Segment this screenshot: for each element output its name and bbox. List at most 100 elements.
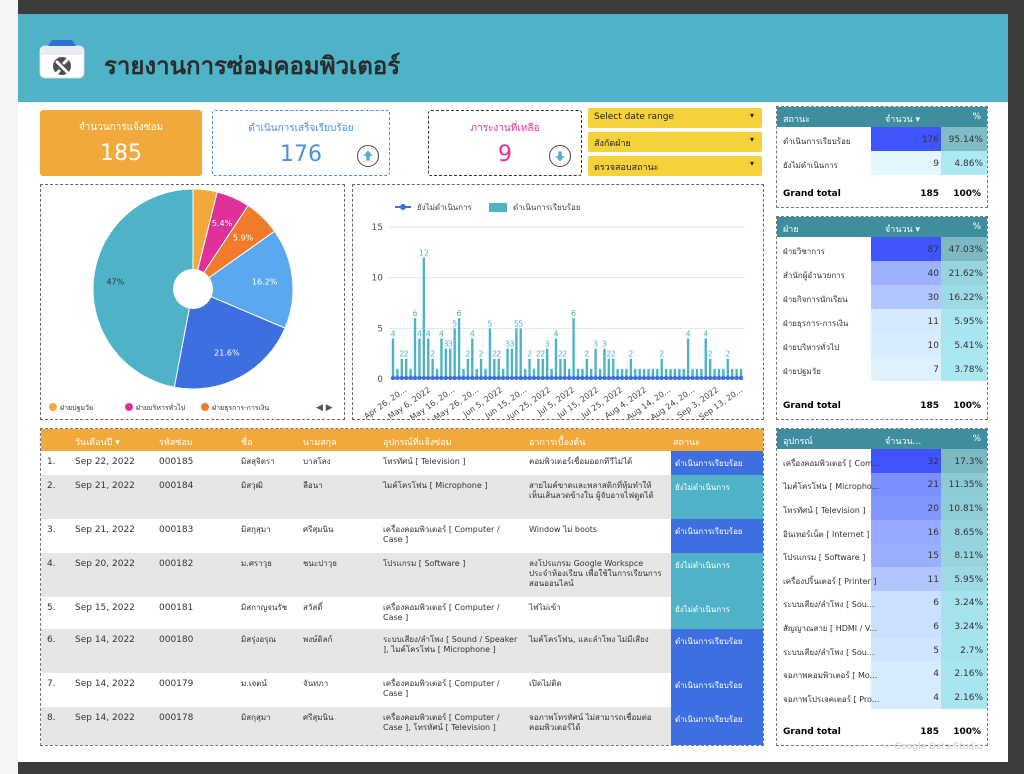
sort-header[interactable]: จำนวน ▾ [885, 115, 921, 125]
table-row[interactable]: 1. Sep 22, 2022 000185 มิสสุจิตรา บาลโสง โทรท… [41, 451, 763, 475]
pie-chart[interactable]: 5.4%5.9% 16.2% 21.6% 47% ฝ่ายปฐมวัย ฝ่ายบริหา… [41, 185, 344, 419]
data-bar[interactable] [669, 368, 672, 379]
data-bar[interactable] [625, 368, 628, 379]
data-bar[interactable] [545, 348, 549, 379]
table-row[interactable]: อินเทอร์เน็ต [ Internet ] 16 8.65% [777, 519, 987, 544]
table-row[interactable]: โทรทัศน์ [ Television ] 20 10.81% [777, 496, 987, 520]
table-row[interactable]: ระบบเสียง/ลำโพง [ Sou... 5 2.7% [777, 637, 987, 662]
data-bar[interactable] [642, 368, 646, 379]
table-row[interactable]: ฝ่ายธุรการ-การเงิน 11 5.95% [777, 309, 987, 333]
table-row[interactable]: โปรแกรม [ Software ] 15 8.11% [777, 543, 987, 567]
data-bar[interactable] [722, 368, 725, 379]
data-bar[interactable] [660, 358, 663, 379]
data-bar[interactable] [704, 338, 707, 379]
data-bar[interactable] [576, 368, 580, 379]
data-bar[interactable] [466, 358, 470, 379]
table-row[interactable]: เครื่องคอมพิวเตอร์ [ Com... 32 17.3% [777, 449, 987, 473]
legend-pager-icon[interactable]: ◀ ▶ [316, 403, 333, 413]
data-bar[interactable] [506, 348, 509, 379]
data-bar[interactable] [629, 358, 633, 379]
data-bar[interactable] [488, 328, 492, 379]
data-bar[interactable] [585, 358, 589, 379]
data-bar[interactable] [651, 368, 655, 379]
data-bar[interactable] [484, 368, 487, 379]
data-bar[interactable] [510, 348, 514, 379]
data-bar[interactable] [541, 358, 544, 379]
data-bar[interactable] [590, 368, 593, 379]
table-row[interactable]: 8. Sep 14, 2022 000178 มิสกุสุมา ศรีสุมนิน เค… [41, 707, 763, 745]
data-bar[interactable] [700, 368, 703, 379]
data-bar[interactable] [673, 368, 677, 379]
data-bar[interactable] [537, 358, 540, 379]
data-bar[interactable] [735, 368, 738, 379]
table-row[interactable]: เครื่องปริ้นเตอร์ [ Printer ] 11 5.95% [777, 566, 987, 591]
data-bar[interactable] [730, 368, 734, 379]
data-bar[interactable] [457, 318, 461, 379]
data-bar[interactable] [435, 368, 439, 379]
data-bar[interactable] [497, 358, 500, 379]
data-bar[interactable] [572, 318, 575, 379]
table-row[interactable]: สำนักผู้อำนวยการ 40 21.62% [777, 261, 987, 285]
data-bar[interactable] [515, 328, 518, 379]
table-row[interactable]: ฝ่ายกิจการนักเรียน 30 16.22% [777, 285, 987, 309]
data-bar[interactable] [678, 368, 681, 379]
table-row[interactable]: 3. Sep 21, 2022 000183 มิสกุสุมา ศรีสุมนิน เค… [41, 519, 763, 553]
data-bar[interactable] [519, 328, 522, 379]
table-row[interactable]: ฝ่ายบริหารทั่วไป 10 5.41% [777, 333, 987, 357]
data-bar[interactable] [413, 318, 417, 379]
table-row[interactable]: 5. Sep 15, 2022 000181 มิสกาญจนรัช สวัสดิ์ เค… [41, 597, 763, 629]
sort-header[interactable]: จำนวน ▾ [885, 225, 921, 235]
data-bar[interactable] [739, 368, 743, 379]
data-bar[interactable] [431, 358, 434, 379]
data-bar[interactable] [647, 368, 650, 379]
data-bar[interactable] [396, 368, 399, 379]
table-row[interactable]: ระบบเสียง/ลำโพง [ Sou... 6 3.24% [777, 590, 987, 615]
table-row[interactable]: สัญญาณสาย [ HDMI / V... 6 3.24% [777, 614, 987, 638]
data-bar[interactable] [440, 338, 443, 379]
data-bar[interactable] [607, 358, 611, 379]
data-bar[interactable] [559, 358, 562, 379]
data-bar[interactable] [598, 368, 602, 379]
sort-header[interactable]: จำนวน... [885, 437, 922, 447]
data-bar[interactable] [453, 328, 456, 379]
table-row[interactable]: ฝ่ายปฐมวัย 7 3.78% [777, 357, 987, 381]
data-bar[interactable] [616, 368, 619, 379]
data-bar[interactable] [427, 338, 430, 379]
data-bar[interactable] [717, 368, 721, 379]
data-bar[interactable] [656, 368, 659, 379]
data-bar[interactable] [449, 348, 452, 379]
data-bar[interactable] [612, 358, 615, 379]
data-bar[interactable] [554, 338, 558, 379]
data-bar[interactable] [405, 358, 408, 379]
timeline-chart[interactable]: ยังไม่ดำเนินการ ดำเนินการเรียบร้อย 0 5 10 15 4… [353, 185, 763, 423]
data-bar[interactable] [550, 368, 553, 379]
table-row[interactable]: จอภาพคอมพิวเตอร์ [ Mo... 4 2.16% [777, 661, 987, 685]
data-bar[interactable] [391, 338, 395, 379]
data-bar[interactable] [691, 368, 694, 379]
table-row[interactable]: 4. Sep 20, 2022 000182 ม.ศราวุธ ชนะปาวุธ โปรแ… [41, 553, 763, 597]
data-bar[interactable] [444, 348, 448, 379]
table-row[interactable]: 6. Sep 14, 2022 000180 มิสรุ่งอรุณ พงษ์ดิลก์… [41, 629, 763, 673]
data-bar[interactable] [634, 368, 637, 379]
data-bar[interactable] [528, 358, 531, 379]
data-bar[interactable] [471, 338, 474, 379]
data-bar[interactable] [568, 368, 571, 379]
data-bar[interactable] [493, 358, 496, 379]
data-bar[interactable] [523, 368, 527, 379]
department-filter[interactable]: สังกัดฝ่าย ▾ [588, 132, 762, 152]
table-row[interactable]: ดำเนินการเรียบร้อย 176 95.14% [777, 127, 987, 151]
data-bar[interactable] [409, 368, 412, 379]
pie-slice[interactable] [191, 230, 294, 329]
table-row[interactable]: 2. Sep 21, 2022 000184 มิสวุฒิ ลือนา ไมค์โครโ… [41, 475, 763, 519]
data-bar[interactable] [708, 358, 712, 379]
table-row[interactable]: 7. Sep 14, 2022 000179 ม.เจตน์ จันทภา เครื่อง… [41, 673, 763, 707]
table-row[interactable]: ไมค์โครโฟน [ Micropho... 21 11.35% [777, 472, 987, 497]
data-bar[interactable] [664, 368, 668, 379]
pie-slice[interactable] [92, 188, 194, 388]
data-bar[interactable] [638, 368, 641, 379]
sort-header[interactable]: วันเดือนปี ▾ [75, 438, 120, 448]
data-bar[interactable] [603, 348, 606, 379]
data-bar[interactable] [682, 368, 685, 379]
data-bar[interactable] [501, 368, 505, 379]
data-bar[interactable] [479, 358, 483, 379]
